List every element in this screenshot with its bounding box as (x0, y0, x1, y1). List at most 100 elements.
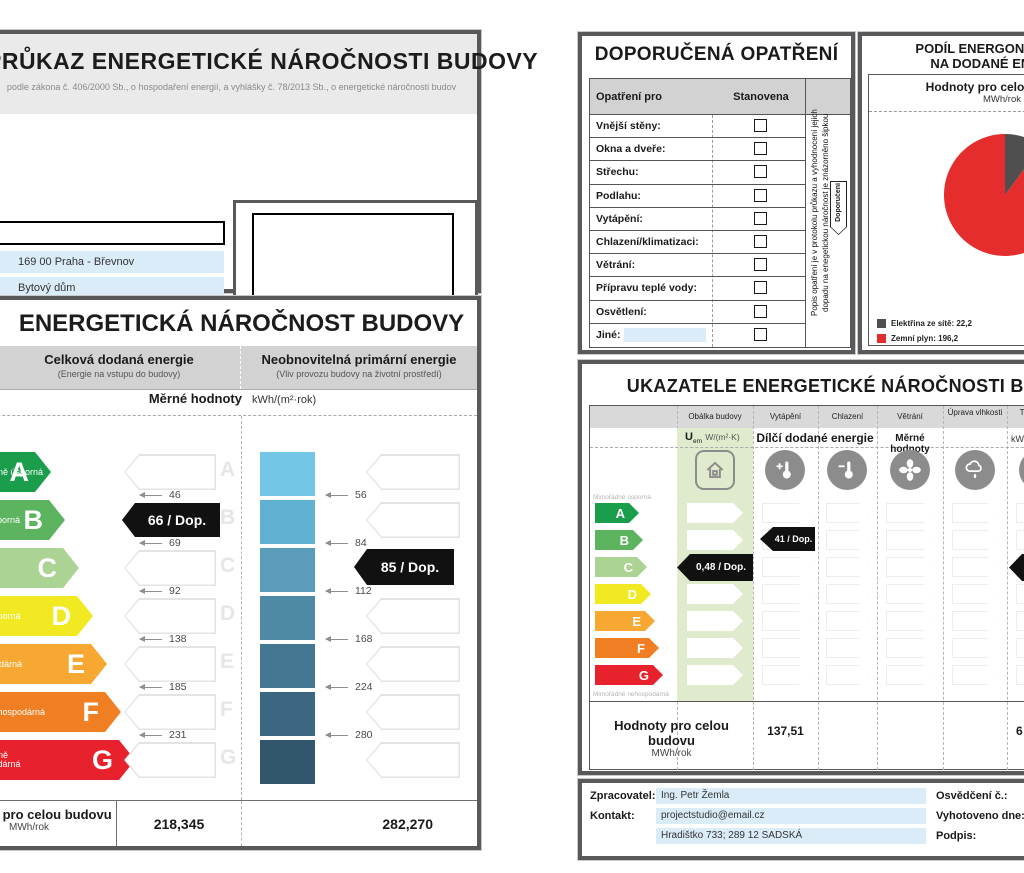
issue-date-label: Vyhotoveno dne: (936, 810, 1024, 822)
empty-rating-arrow (687, 665, 743, 685)
primary-energy-header: Neobnovitelná primární energie (Vliv pro… (241, 346, 477, 389)
delivered-energy-title: Celková dodaná energie (44, 352, 194, 367)
primary-square (260, 452, 315, 496)
building-totals-row: Hodnoty pro celou budovu MWh/rok 218,345… (0, 800, 477, 846)
class-letter: D (51, 600, 71, 631)
empty-rating-arrow (1016, 638, 1024, 658)
heating-rating-marker: 41 / Dop. (760, 527, 815, 551)
indicators-title: UKAZATELE ENERGETICKÉ NÁROČNOSTI BUDOVY (626, 376, 1024, 396)
envelope-rating-marker: 0,48 / Dop. (677, 554, 753, 581)
heating-thermometer-plus-icon (765, 450, 805, 490)
recommended-measures-panel: DOPORUČENÁ OPATŘENÍ Opatření pro Stanove… (578, 32, 855, 354)
column-divider (877, 406, 878, 770)
indicators-subheader-row: Uem W/(m²·K) Dílčí dodané energie Měrné … (590, 428, 1024, 455)
ventilation-fan-icon (890, 450, 930, 490)
primary-square (260, 644, 315, 688)
recommended-title: DOPORUČENÁ OPATŘENÍ (594, 44, 839, 65)
empty-rating-arrow (762, 503, 809, 523)
heating-total-value: 137,51 (767, 724, 804, 738)
empty-rating-arrow (886, 638, 934, 658)
empty-rating-arrow (826, 665, 869, 685)
hot-water-total-value: 6 (1016, 724, 1023, 738)
delivered-energy-subtitle: (Energie na vstupu do budovy) (57, 369, 181, 379)
measure-checkbox[interactable] (754, 327, 767, 341)
subheader-energy: Dílčí dodané energie (756, 431, 874, 445)
contact-address-value: Hradištko 733; 289 12 SADSKÁ (661, 830, 803, 841)
certificate-header-panel: PRŮKAZ ENERGETICKÉ NÁROČNOSTI BUDOVY pod… (0, 30, 538, 366)
signature-label: Podpis: (936, 830, 977, 842)
measure-row-other: Jiné: (590, 324, 806, 347)
empty-rating-arrow (366, 502, 460, 538)
measure-row: Osvětlení: (590, 301, 806, 324)
class-label: Velmi úsporná (2, 514, 21, 525)
building-identification-input[interactable] (0, 221, 225, 245)
empty-rating-arrow (124, 646, 216, 682)
class-letter: B (619, 532, 629, 548)
mini-class-arrow-a: A (595, 503, 639, 523)
threshold-arrow-icon (139, 635, 162, 642)
other-measure-field[interactable] (624, 327, 706, 342)
measure-checkbox[interactable] (754, 304, 767, 318)
threshold-arrow-icon (325, 635, 348, 642)
measure-checkbox[interactable] (754, 165, 767, 179)
building-address-field[interactable]: 169 00 Praha - Břevnov (0, 251, 224, 273)
measure-checkbox[interactable] (754, 258, 767, 272)
legend-swatch (877, 334, 886, 343)
units-label: Měrné hodnoty (148, 391, 242, 406)
hot-water-column (1007, 493, 1024, 701)
measure-checkbox[interactable] (754, 142, 767, 156)
measure-label: Větrání: (596, 259, 636, 272)
class-arrow-g: Mimořádně nehospodárná G (0, 740, 135, 780)
threshold-arrow-icon (139, 683, 162, 690)
empty-rating-arrow (762, 557, 809, 577)
threshold-value: 138 (169, 633, 187, 645)
faint-letter: G (220, 746, 237, 769)
mini-scale: Mimořádně úsporná A B C D E F G Mimořádn… (590, 493, 677, 701)
measure-checkbox[interactable] (754, 281, 767, 295)
building-type-field[interactable]: Bytový dům (0, 277, 224, 299)
heating-column (753, 493, 818, 701)
contact-email-field[interactable]: projectstudio@email.cz (656, 808, 926, 824)
threshold-arrow-icon (325, 731, 348, 738)
measure-checkbox[interactable] (754, 188, 767, 202)
share-title: PODÍL ENERGONOSITELŮ NA DODANÉ ENERGII (862, 36, 1024, 71)
empty-rating-arrow (1016, 530, 1024, 550)
threshold-arrow-icon (139, 539, 162, 546)
class-arrow-e: Nehospodárná E (0, 644, 107, 684)
measure-checkbox[interactable] (754, 211, 767, 225)
threshold-arrow-icon (325, 683, 348, 690)
mini-class-arrow-g: G (595, 665, 663, 685)
totals-unit: MWh/rok (651, 748, 692, 759)
empty-rating-arrow (366, 646, 460, 682)
empty-rating-arrow (762, 638, 809, 658)
marker-text: 0,48 / Dop. (695, 562, 746, 573)
empty-rating-arrow (952, 557, 998, 577)
cooling-column (818, 493, 877, 701)
column-divider (712, 115, 713, 347)
value: 282,270 (382, 815, 433, 832)
empty-rating-arrow (366, 742, 460, 778)
empty-rating-arrow (886, 530, 934, 550)
measure-row: Vytápění: (590, 208, 806, 231)
measure-checkbox[interactable] (754, 119, 767, 132)
certificate-title-block: PRŮKAZ ENERGETICKÉ NÁROČNOSTI BUDOVY pod… (0, 34, 538, 114)
empty-rating-arrow (826, 638, 869, 658)
class-letter: F (82, 696, 99, 727)
mini-class-arrow-b: B (595, 530, 643, 550)
empty-rating-arrow (687, 611, 743, 631)
indicators-panel: UKAZATELE ENERGETICKÉ NÁROČNOSTI BUDOVY … (578, 360, 1024, 775)
share-chart-frame: Hodnoty pro celou budovu MWh/rok Elektři… (868, 74, 1024, 346)
empty-rating-arrow (886, 611, 934, 631)
measure-checkbox[interactable] (754, 234, 767, 248)
author-name-value: Ing. Petr Žemla (661, 790, 730, 801)
empty-rating-arrow (952, 665, 998, 685)
author-footer-panel: Zpracovatel: Ing. Petr Žemla Kontakt: pr… (578, 779, 1024, 860)
author-name-field[interactable]: Ing. Petr Žemla (656, 788, 926, 804)
contact-address-field[interactable]: Hradištko 733; 289 12 SADSKÁ (656, 828, 926, 844)
ventilation-column (877, 493, 943, 701)
empty-rating-arrow (687, 584, 743, 604)
threshold-delivered: 92 (139, 585, 181, 597)
class-letter: A (9, 456, 29, 487)
building-address-value: 169 00 Praha - Břevnov (18, 256, 135, 268)
